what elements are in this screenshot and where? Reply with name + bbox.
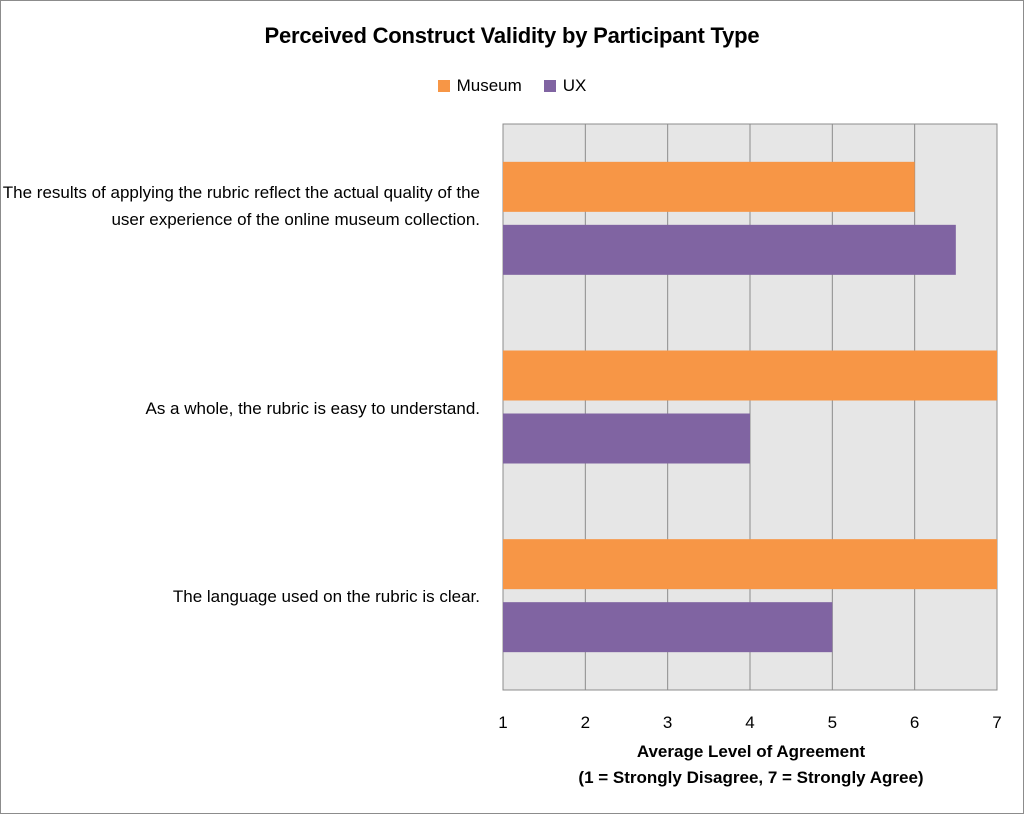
x-tick-label-3: 3: [663, 713, 672, 732]
x-axis-subtitle: (1 = Strongly Disagree, 7 = Strongly Agr…: [578, 768, 924, 787]
x-tick-label-7: 7: [992, 713, 1001, 732]
bar-museum-0: [503, 161, 915, 212]
chart-legend: Museum UX: [1, 76, 1023, 96]
x-tick-label-1: 1: [498, 713, 507, 732]
x-axis-title: Average Level of Agreement: [636, 742, 866, 761]
legend-swatch-ux: [543, 80, 556, 92]
bar-ux-2: [503, 602, 833, 653]
bar-museum-1: [503, 350, 997, 401]
category-label-language-clear: The language used on the rubric is clear…: [172, 587, 480, 607]
bar-museum-2: [503, 539, 997, 590]
legend-label-ux: UX: [562, 76, 587, 95]
x-tick-label-2: 2: [581, 713, 590, 732]
bar-ux-0: [503, 224, 956, 275]
x-tick-label-6: 6: [910, 713, 919, 732]
category-label-easy-to-understand: As a whole, the rubric is easy to unders…: [145, 398, 480, 418]
legend-item-museum: Museum: [437, 76, 522, 96]
legend-label-museum: Museum: [456, 76, 522, 95]
legend-swatch-museum: [437, 80, 450, 92]
chart-title: Perceived Construct Validity by Particip…: [264, 23, 760, 48]
x-tick-label-5: 5: [828, 713, 837, 732]
x-tick-label-4: 4: [745, 713, 754, 732]
legend-item-ux: UX: [543, 76, 587, 96]
bar-ux-1: [503, 413, 750, 464]
category-label-results-reflect-quality: The results of applying the rubric refle…: [2, 182, 480, 229]
